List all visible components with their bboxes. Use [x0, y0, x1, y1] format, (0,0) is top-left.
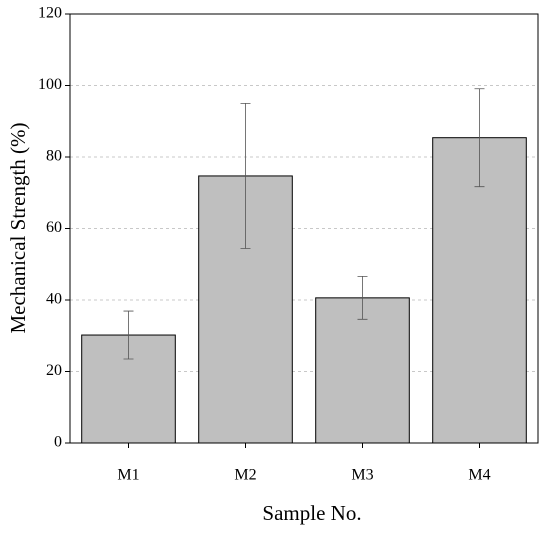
plot-frame: [69, 13, 539, 444]
y-tick-label: 40: [46, 291, 62, 308]
y-tick-label: 80: [46, 148, 62, 165]
y-axis-title: Mechanical Strength (%): [6, 122, 30, 333]
error-bar: [474, 88, 485, 188]
error-bar: [123, 310, 134, 360]
bar: [315, 297, 410, 444]
x-tick-label: M1: [117, 467, 139, 484]
y-tick-label: 0: [54, 434, 62, 451]
x-tick-label: M2: [234, 467, 256, 484]
y-tick-label: 60: [46, 219, 62, 236]
y-tick-label: 100: [38, 76, 62, 93]
y-tick-label: 20: [46, 362, 62, 379]
x-tick-label: M3: [351, 467, 373, 484]
error-bar: [357, 276, 368, 320]
x-tick-label: M4: [468, 467, 490, 484]
x-axis-title: Sample No.: [262, 501, 361, 525]
y-tick-label: 120: [38, 5, 62, 22]
error-bar: [240, 102, 251, 249]
bar: [432, 137, 527, 444]
